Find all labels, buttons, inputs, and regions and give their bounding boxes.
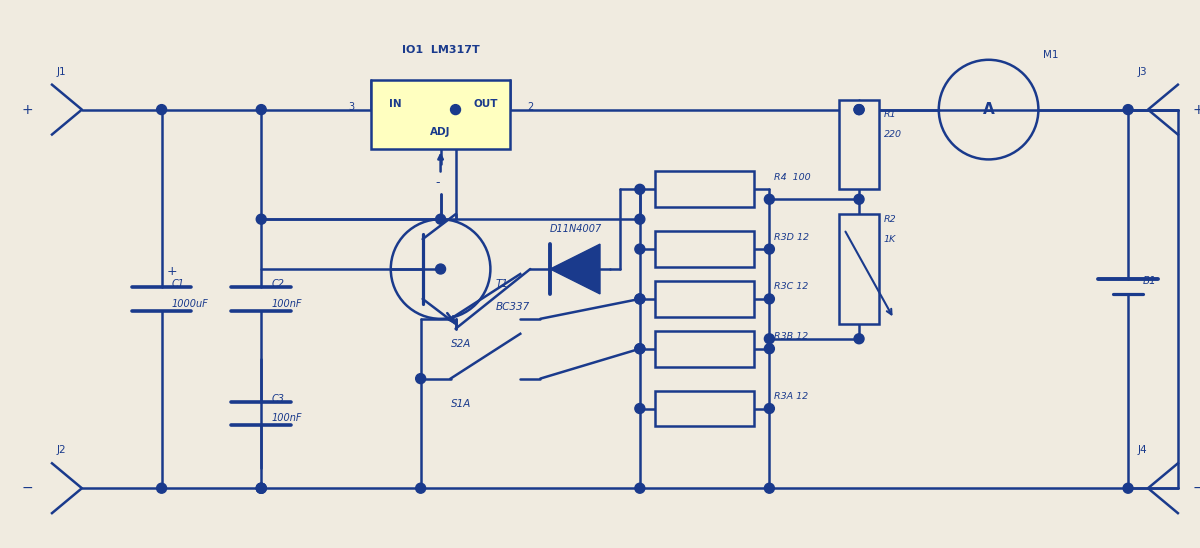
Circle shape [1123,483,1133,493]
Text: −: − [22,481,32,495]
Circle shape [635,344,644,353]
Circle shape [450,105,461,115]
Text: C3: C3 [271,393,284,403]
Circle shape [764,403,774,414]
Text: B1: B1 [1144,276,1157,286]
Text: -: - [436,176,440,189]
Text: T1: T1 [496,279,509,289]
Text: D11N4007: D11N4007 [550,224,602,234]
Circle shape [1123,105,1133,115]
FancyBboxPatch shape [655,231,755,267]
FancyBboxPatch shape [839,214,878,324]
Circle shape [257,483,266,493]
Text: C1: C1 [172,279,185,289]
Circle shape [854,334,864,344]
Text: 100nF: 100nF [271,414,301,424]
FancyBboxPatch shape [839,100,878,189]
Circle shape [436,264,445,274]
Circle shape [764,294,774,304]
Text: BC337: BC337 [496,302,529,312]
Circle shape [635,403,644,414]
Circle shape [257,214,266,224]
Circle shape [157,483,167,493]
Text: OUT: OUT [473,99,498,109]
Text: R3D 12: R3D 12 [774,233,809,242]
Text: 1K: 1K [884,235,896,244]
Text: +: + [22,102,32,117]
Circle shape [854,105,864,115]
Circle shape [635,294,644,304]
Text: J1: J1 [56,67,67,77]
Circle shape [635,214,644,224]
Text: −: − [1193,481,1200,495]
FancyBboxPatch shape [655,391,755,426]
Text: J2: J2 [56,446,67,455]
Circle shape [854,195,864,204]
Circle shape [635,344,644,353]
Circle shape [635,483,644,493]
Text: +: + [167,265,178,277]
Text: R1: R1 [884,110,896,119]
Circle shape [415,483,426,493]
Text: 220: 220 [884,130,902,139]
Text: ADJ: ADJ [431,127,451,137]
Text: R4  100: R4 100 [774,173,811,182]
Circle shape [436,214,445,224]
Text: R2: R2 [884,215,896,224]
Circle shape [764,334,774,344]
Text: A: A [983,102,995,117]
Circle shape [257,105,266,115]
Circle shape [257,483,266,493]
FancyBboxPatch shape [655,172,755,207]
Circle shape [764,195,774,204]
Text: R3C 12: R3C 12 [774,282,809,292]
FancyBboxPatch shape [371,79,510,150]
Text: C2: C2 [271,279,284,289]
FancyBboxPatch shape [655,281,755,317]
Text: 100nF: 100nF [271,299,301,309]
Polygon shape [550,244,600,294]
Circle shape [854,105,864,115]
Text: IN: IN [390,99,402,109]
Text: +: + [1193,102,1200,117]
Circle shape [635,184,644,195]
Circle shape [764,344,774,353]
FancyBboxPatch shape [655,331,755,367]
Text: R3B 12: R3B 12 [774,332,809,341]
Text: IO1  LM317T: IO1 LM317T [402,45,480,55]
Text: J4: J4 [1138,446,1147,455]
Text: 1000uF: 1000uF [172,299,209,309]
Circle shape [635,244,644,254]
Text: S2A: S2A [450,339,470,349]
Text: J3: J3 [1138,67,1147,77]
Text: 3: 3 [348,101,354,112]
Text: R3A 12: R3A 12 [774,392,809,401]
Text: 2: 2 [527,101,533,112]
Circle shape [635,294,644,304]
Circle shape [257,483,266,493]
Circle shape [415,374,426,384]
Circle shape [764,244,774,254]
Text: M1: M1 [1043,50,1058,60]
Circle shape [764,483,774,493]
Circle shape [157,105,167,115]
Text: S1A: S1A [450,398,470,408]
